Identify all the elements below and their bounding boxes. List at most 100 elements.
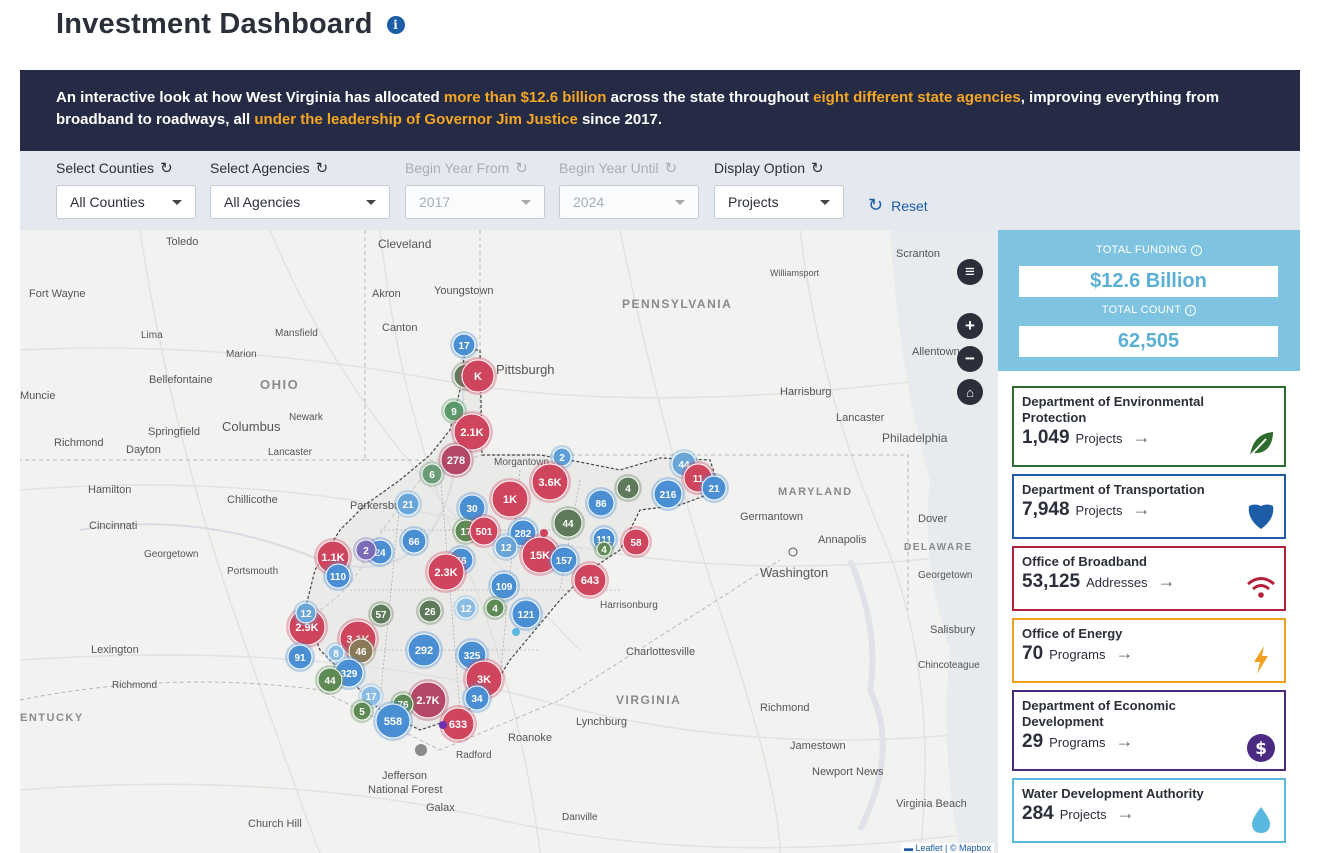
cluster-count: 110 [330, 572, 347, 583]
cluster-marker[interactable]: 1K [489, 478, 531, 520]
agency-card-energy[interactable]: Office of Energy 70 Programs → [1012, 618, 1286, 683]
cluster-marker[interactable]: 30 [456, 492, 488, 524]
cluster-marker[interactable]: 2.3K [425, 551, 467, 593]
info-icon[interactable]: i [386, 15, 405, 34]
cluster-marker[interactable]: 292 [405, 631, 443, 669]
agency-card-water-development[interactable]: Water Development Authority 284 Projects → [1012, 778, 1286, 843]
cluster-marker[interactable]: 121 [509, 597, 543, 631]
place-label: Harrisonburg [600, 600, 658, 611]
cluster-marker[interactable]: 157 [548, 544, 580, 576]
cluster-marker[interactable]: 216 [651, 477, 685, 511]
cluster-marker[interactable]: 57 [368, 601, 394, 627]
cluster-marker[interactable]: 34 [462, 683, 492, 713]
cluster-marker[interactable]: 633 [439, 705, 477, 743]
chesapeake-bay [847, 558, 886, 832]
cluster-marker[interactable]: 46 [346, 636, 376, 666]
cluster-marker[interactable]: 91 [285, 642, 315, 672]
cluster-marker[interactable]: 44 [551, 506, 585, 540]
cluster-marker[interactable]: 110 [323, 561, 353, 591]
cluster-marker[interactable]: 66 [399, 526, 429, 556]
cluster-marker[interactable]: 501 [467, 514, 501, 548]
cluster-marker[interactable]: 44 [315, 665, 345, 695]
cluster-marker[interactable]: 8 [325, 642, 347, 664]
cluster-marker[interactable]: 21 [394, 490, 422, 518]
cluster-marker[interactable]: 15K [519, 534, 561, 576]
arrow-right-icon[interactable]: → [1157, 571, 1176, 591]
road-line [20, 654, 998, 741]
cluster-marker[interactable]: 6 [419, 461, 445, 487]
cluster-marker[interactable]: 12 [453, 595, 479, 621]
cluster-count: 6 [429, 470, 435, 481]
cluster-marker[interactable]: 17 [450, 331, 478, 359]
arrow-right-icon[interactable]: → [1115, 643, 1134, 663]
agency-card-broadband[interactable]: Office of Broadband 53,125 Addresses → [1012, 546, 1286, 611]
cluster-count: 1K [503, 494, 517, 506]
place-label: Portsmouth [227, 566, 278, 577]
total-funding-value: $12.6 Billion [1019, 266, 1278, 297]
cluster-marker[interactable]: 2 [550, 445, 574, 469]
map-view[interactable]: Toledo Cleveland Scranton Fort Wayne Akron Yo… [20, 230, 998, 853]
banner-text-2: across the state throughout [606, 89, 814, 106]
map-canvas[interactable]: Toledo Cleveland Scranton Fort Wayne Akron Yo… [20, 230, 998, 853]
refresh-icon[interactable]: ↻ [811, 160, 824, 177]
cluster-count: 3.6K [538, 477, 561, 489]
refresh-icon: ↻ [515, 160, 528, 177]
zoom-out-button[interactable]: − [957, 346, 983, 372]
info-icon[interactable]: i [1185, 304, 1197, 316]
agency-card-environmental-protection[interactable]: Department of Environmental Protection 1… [1012, 386, 1286, 467]
mapbox-link[interactable]: Mapbox [958, 843, 991, 853]
cluster-count: 111 [596, 535, 612, 546]
cluster-marker[interactable]: 4 [614, 474, 642, 502]
zoom-in-button[interactable]: + [957, 313, 983, 339]
arrow-right-icon[interactable]: → [1132, 499, 1151, 519]
reset-button[interactable]: ↻ Reset [868, 195, 928, 216]
refresh-icon: ↻ [664, 160, 678, 177]
cluster-marker[interactable]: 2 [353, 537, 379, 563]
cluster-count: 86 [595, 499, 607, 510]
cluster-marker[interactable]: 58 [620, 526, 652, 558]
cluster-marker[interactable]: 109 [488, 570, 520, 602]
arrow-right-icon[interactable]: → [1132, 427, 1151, 447]
counties-select-value: All Counties [70, 194, 145, 210]
cluster-marker[interactable]: 86 [585, 487, 617, 519]
cluster-marker[interactable]: 26 [416, 597, 444, 625]
place-label: Cleveland [378, 237, 431, 251]
cluster-marker[interactable]: 2.1K [451, 411, 493, 453]
cluster-marker[interactable]: 2.7K [407, 679, 449, 721]
cluster-count: 12 [300, 609, 312, 620]
cluster-marker[interactable]: 9 [441, 398, 467, 424]
cluster-marker[interactable]: 643 [571, 561, 609, 599]
cluster-marker[interactable]: 3.6K [529, 461, 571, 503]
refresh-icon[interactable]: ↻ [315, 160, 329, 177]
cluster-marker[interactable]: 278 [438, 442, 474, 478]
cluster-count: 329 [341, 669, 358, 680]
agencies-select-value: All Agencies [224, 194, 301, 210]
home-button[interactable]: ⌂ [957, 379, 983, 405]
cluster-marker[interactable]: 12 [293, 600, 319, 626]
cluster-marker[interactable]: K [459, 357, 497, 395]
leaflet-link[interactable]: Leaflet [915, 843, 943, 853]
counties-select[interactable]: All Counties [56, 185, 196, 219]
agency-card-economic-development[interactable]: Department of Economic Development 29 Pro… [1012, 690, 1286, 771]
cluster-count: 46 [355, 647, 367, 658]
place-label: Washington [760, 565, 828, 580]
cluster-count: 57 [375, 610, 387, 621]
display-option-select[interactable]: Projects [714, 185, 844, 219]
agencies-select[interactable]: All Agencies [210, 185, 390, 219]
cluster-marker[interactable]: 4 [594, 539, 614, 559]
place-label: PENNSYLVANIA [622, 297, 732, 311]
dollar-icon: $ [1246, 733, 1276, 763]
place-label: Lima [141, 330, 163, 341]
layers-list-icon[interactable]: ≡ [957, 259, 983, 285]
agency-card-transportation[interactable]: Department of Transportation 7,948 Projec… [1012, 474, 1286, 539]
arrow-right-icon[interactable]: → [1115, 731, 1134, 751]
cluster-marker[interactable]: 5 [350, 699, 374, 723]
cluster-marker[interactable]: 4 [483, 596, 507, 620]
cluster-marker[interactable]: 558 [373, 701, 413, 741]
cluster-marker[interactable]: 21 [699, 473, 729, 503]
refresh-icon[interactable]: ↻ [160, 160, 173, 177]
cluster-marker[interactable]: 12 [492, 533, 520, 561]
info-icon[interactable]: i [1191, 244, 1203, 256]
place-label: Richmond [112, 680, 157, 691]
arrow-right-icon[interactable]: → [1116, 803, 1135, 823]
